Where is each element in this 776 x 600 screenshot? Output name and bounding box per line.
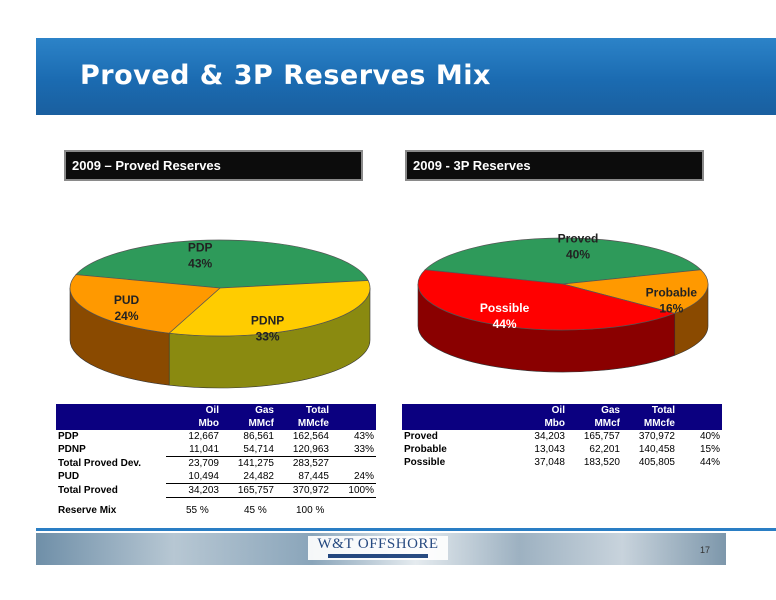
company-logo: W&T OFFSHORE	[308, 536, 448, 560]
col-gas: Gas	[221, 404, 276, 417]
table-row: Possible 37,048 183,520 405,805 44%	[404, 457, 720, 468]
reserve-mix-oil: 55 %	[186, 505, 209, 516]
pie-slice-possible	[417, 269, 676, 331]
pie-slice-pud	[69, 274, 221, 334]
col-oil: Oil	[512, 404, 567, 417]
reserve-mix-total: 100 %	[296, 505, 325, 516]
footer-divider	[36, 528, 776, 531]
table-unit-row: Mbo MMcf MMcfe	[402, 417, 722, 430]
table-row: Proved 34,203 165,757 370,972 40%	[404, 431, 720, 442]
pie-value-pud: 24%	[114, 309, 138, 323]
pie-slice-probable	[562, 269, 709, 314]
unit-total: MMcfe	[622, 417, 677, 430]
logo-underline	[328, 554, 428, 558]
col-oil: Oil	[166, 404, 221, 417]
table-row: Total Proved Dev. 23,709 141,275 283,527	[58, 457, 329, 469]
table-header-row: Oil Gas Total	[402, 404, 722, 417]
table-header-row: Oil Gas Total	[56, 404, 376, 417]
pie-slice-proved	[424, 237, 702, 285]
pie-label-proved: Proved	[558, 232, 599, 246]
3p-reserves-pie: Proved 40% Probable 16% Possible 44%	[417, 232, 709, 373]
col-gas: Gas	[567, 404, 622, 417]
logo-text: W&T OFFSHORE	[317, 536, 439, 552]
3p-reserves-table: Oil Gas Total Mbo MMcf MMcfe Proved 34,2…	[402, 404, 722, 469]
pie-slice-pdnp	[168, 280, 371, 337]
table-unit-row: Mbo MMcf MMcfe	[56, 417, 376, 430]
reserve-mix-label: Reserve Mix	[58, 505, 117, 516]
left-chart-header: 2009 – Proved Reserves	[64, 150, 363, 181]
table-row: Total Proved 34,203 165,757 370,972 100%	[58, 483, 376, 498]
pie-label-pud: PUD	[114, 293, 140, 307]
pie-value-pdnp: 33%	[256, 329, 280, 343]
pie-label-pdp: PDP	[188, 241, 213, 255]
unit-gas: MMcf	[567, 417, 622, 430]
table-row: Probable 13,043 62,201 140,458 15%	[404, 444, 720, 455]
pie-value-pdp: 43%	[188, 257, 212, 271]
col-total: Total	[622, 404, 677, 417]
pie-label-possible: Possible	[480, 301, 530, 315]
pie-value-proved: 40%	[566, 248, 590, 262]
col-total: Total	[276, 404, 331, 417]
unit-gas: MMcf	[221, 417, 276, 430]
page-title: Proved & 3P Reserves Mix	[80, 60, 491, 91]
unit-oil: Mbo	[512, 417, 567, 430]
pie-value-probable: 16%	[659, 302, 683, 316]
proved-reserves-table: Oil Gas Total Mbo MMcf MMcfe PDP 12,667 …	[56, 404, 376, 498]
pie-label-pdnp: PDNP	[251, 313, 284, 327]
unit-oil: Mbo	[166, 417, 221, 430]
proved-reserves-pie: PDP 43% PDNP 33% PUD 24%	[69, 239, 371, 389]
table-row: PUD 10,494 24,482 87,445 24%	[58, 470, 376, 484]
pie-value-possible: 44%	[493, 317, 517, 331]
pie-label-probable: Probable	[646, 286, 698, 300]
table-row: PDP 12,667 86,561 162,564 43%	[58, 431, 374, 442]
reserve-mix-gas: 45 %	[244, 505, 267, 516]
unit-total: MMcfe	[276, 417, 331, 430]
pie-slice-pdp	[75, 239, 369, 289]
page-number: 17	[700, 545, 711, 555]
table-row: PDNP 11,041 54,714 120,963 33%	[58, 443, 376, 457]
right-chart-header: 2009 - 3P Reserves	[405, 150, 704, 181]
title-banner: Proved & 3P Reserves Mix	[36, 38, 776, 115]
